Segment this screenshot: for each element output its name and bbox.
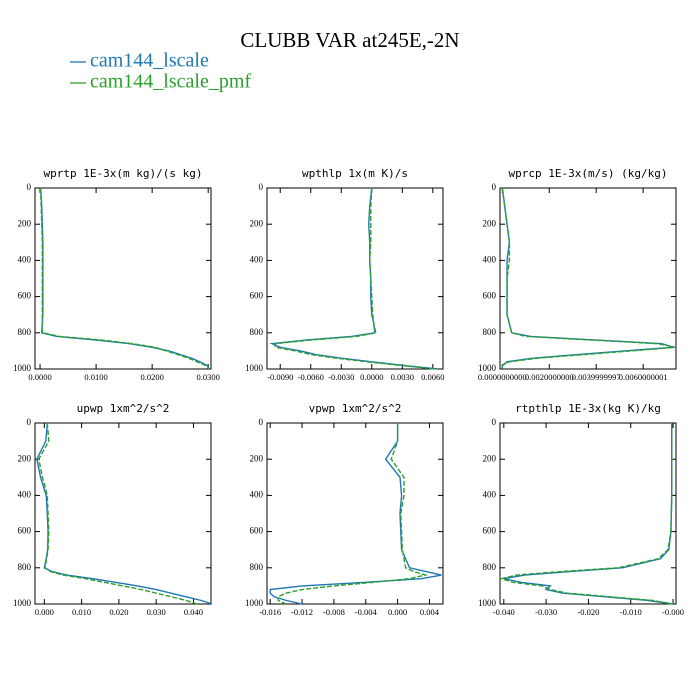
panel: vpwp 1xm^2/s^2 0 200 400 600 800 1000-0.016 -0.…	[245, 402, 444, 617]
y-tick-label: 200	[18, 453, 32, 463]
y-tick-label: 400	[483, 489, 497, 499]
y-tick-label: 800	[483, 562, 497, 572]
plot-frame	[34, 187, 212, 370]
y-tick-label: 800	[250, 327, 264, 337]
x-tick-label: -0.000	[662, 607, 684, 617]
y-tick-label: 600	[18, 526, 32, 536]
x-tick-label: 0.0020000000	[525, 372, 574, 382]
x-tick-label: -0.0090	[267, 372, 293, 382]
panel-title: wprcp 1E-3x(m/s) (kg/kg)	[509, 167, 668, 180]
y-tick-label: 0	[492, 417, 497, 427]
panel: wprtp 1E-3x(m kg)/(s kg) 0 200 400 600 800 100…	[13, 167, 220, 382]
panel-title: upwp 1xm^2/s^2	[77, 402, 170, 415]
y-tick-label: 600	[18, 291, 32, 301]
y-tick-label: 800	[250, 562, 264, 572]
x-tick-label: 0.000	[35, 607, 54, 617]
y-tick-label: 1000	[245, 598, 264, 608]
x-tick-label: 0.010	[72, 607, 91, 617]
y-tick-label: 0	[27, 417, 32, 427]
y-tick-label: 400	[18, 489, 32, 499]
x-tick-label: -0.040	[493, 607, 515, 617]
panel-title: rtpthlp 1E-3x(kg K)/kg	[515, 402, 661, 415]
x-tick-label: 0.030	[147, 607, 166, 617]
profile-line	[39, 187, 210, 370]
y-tick-label: 1000	[13, 598, 32, 608]
x-tick-label: 0.0200	[140, 372, 163, 382]
y-tick-label: 400	[250, 489, 264, 499]
y-tick-label: 200	[483, 218, 497, 228]
legend-label: cam144_lscale	[90, 50, 209, 72]
y-tick-label: 600	[483, 291, 497, 301]
y-tick-label: 600	[250, 291, 264, 301]
x-tick-label: -0.004	[355, 607, 378, 617]
plot-frame	[34, 422, 212, 605]
x-tick-label: 0.0100	[84, 372, 107, 382]
plot-frame	[266, 422, 444, 605]
x-tick-label: 0.0030	[391, 372, 414, 382]
panel-title: vpwp 1xm^2/s^2	[309, 402, 402, 415]
x-tick-label: 0.0039999997	[572, 372, 621, 382]
x-tick-label: -0.030	[535, 607, 557, 617]
profile-line	[39, 187, 210, 370]
x-tick-label: -0.008	[323, 607, 345, 617]
profile-line	[277, 423, 429, 605]
panel-title: wprtp 1E-3x(m kg)/(s kg)	[44, 167, 203, 180]
panel-title: wpthlp 1x(m K)/s	[302, 167, 408, 180]
x-tick-label: 0.004	[420, 607, 440, 617]
y-tick-label: 1000	[478, 598, 497, 608]
profile-line	[37, 422, 198, 605]
profile-line	[36, 422, 213, 605]
plot-frame	[266, 187, 444, 370]
profile-line	[501, 187, 677, 369]
panel: rtpthlp 1E-3x(kg K)/kg02004006008001000-…	[478, 402, 684, 617]
x-tick-label: 0.000	[388, 607, 407, 617]
profile-line	[274, 187, 435, 370]
y-tick-label: 1000	[478, 363, 497, 373]
x-tick-label: -0.020	[577, 607, 599, 617]
y-tick-label: 400	[250, 254, 264, 264]
x-tick-label: 0.0300	[197, 372, 220, 382]
figure-title: CLUBB VAR at245E,-2N	[240, 28, 459, 52]
plot-frame	[499, 187, 677, 370]
y-tick-label: 800	[483, 327, 497, 337]
y-tick-label: 200	[250, 453, 264, 463]
x-tick-label: 0.040	[184, 607, 203, 617]
profile-line	[503, 423, 674, 605]
x-tick-label: -0.016	[259, 607, 281, 617]
y-tick-label: 800	[18, 327, 32, 337]
y-tick-label: 800	[18, 562, 32, 572]
y-tick-label: 600	[250, 526, 264, 536]
y-tick-label: 0	[492, 182, 497, 192]
y-tick-label: 400	[483, 254, 497, 264]
x-tick-label: 0.0000	[360, 372, 383, 382]
panel: wpthlp 1x(m K)/s 0 200 400 600 800 1000-0.0090…	[245, 167, 445, 382]
profile-line	[269, 423, 442, 605]
y-tick-label: 200	[18, 218, 32, 228]
y-tick-label: 200	[483, 453, 497, 463]
x-tick-label: 0.0060	[421, 372, 444, 382]
x-tick-label: -0.0030	[328, 372, 354, 382]
x-tick-label: 0.0000000000	[478, 372, 527, 382]
panel: wprcp 1E-3x(m/s) (kg/kg) 0 200 400 600 800 100…	[478, 167, 677, 382]
y-tick-label: 0	[259, 182, 264, 192]
y-tick-label: 0	[27, 182, 32, 192]
y-tick-label: 200	[250, 218, 264, 228]
x-tick-label: -0.0060	[298, 372, 324, 382]
x-tick-label: -0.012	[291, 607, 313, 617]
x-tick-label: 0.0000	[28, 372, 51, 382]
x-tick-label: 0.020	[109, 607, 128, 617]
y-tick-label: 600	[483, 526, 497, 536]
x-tick-label: 0.0060000001	[619, 372, 668, 382]
y-tick-label: 1000	[245, 363, 264, 373]
y-tick-label: 1000	[13, 363, 32, 373]
y-tick-label: 0	[259, 417, 264, 427]
x-tick-label: -0.010	[620, 607, 642, 617]
profile-line	[501, 187, 674, 369]
legend-label: cam144_lscale_pmf	[90, 71, 251, 93]
y-tick-label: 400	[18, 254, 32, 264]
plot-frame	[499, 422, 677, 605]
profile-line	[499, 423, 674, 605]
